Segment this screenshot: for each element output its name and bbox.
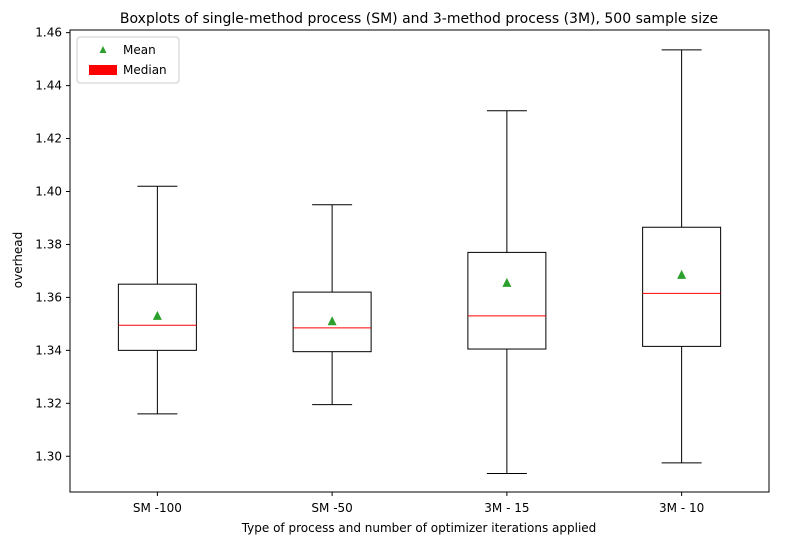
y-tick-label: 1.30 [35, 449, 62, 463]
y-tick-label: 1.46 [35, 26, 62, 40]
legend-median-patch [89, 65, 117, 75]
x-tick-label: 3M - 15 [484, 501, 529, 515]
mean-marker [152, 310, 162, 320]
mean-marker [502, 277, 512, 287]
y-tick-label: 1.42 [35, 132, 62, 146]
y-tick-label: 1.32 [35, 396, 62, 410]
x-tick-label: SM -50 [311, 501, 352, 515]
y-tick-label: 1.36 [35, 290, 62, 304]
legend-label: Median [123, 63, 167, 77]
y-tick-label: 1.44 [35, 79, 62, 93]
chart-title: Boxplots of single-method process (SM) a… [120, 11, 718, 27]
x-tick-label: 3M - 10 [659, 501, 704, 515]
axes-frame [69, 29, 770, 493]
legend-label: Mean [123, 43, 156, 57]
x-axis-label: Type of process and number of optimizer … [241, 521, 597, 535]
y-tick-label: 1.40 [35, 185, 62, 199]
box-iqr [467, 251, 547, 350]
plot-area: 1.30 1.32 1.34 1.36 1.38 1.40 1.42 1.44 1.46 SM -… [35, 26, 770, 515]
x-tick-label: SM -100 [133, 501, 182, 515]
legend-mean-marker [99, 46, 107, 53]
box-iqr [642, 226, 722, 347]
y-tick-label: 1.38 [35, 237, 62, 251]
y-axis-label: overhead [11, 232, 25, 289]
box-iqr [292, 291, 372, 353]
mean-marker [677, 269, 687, 279]
mean-marker [327, 316, 337, 326]
y-tick-label: 1.34 [35, 343, 62, 357]
box-iqr [117, 283, 197, 351]
